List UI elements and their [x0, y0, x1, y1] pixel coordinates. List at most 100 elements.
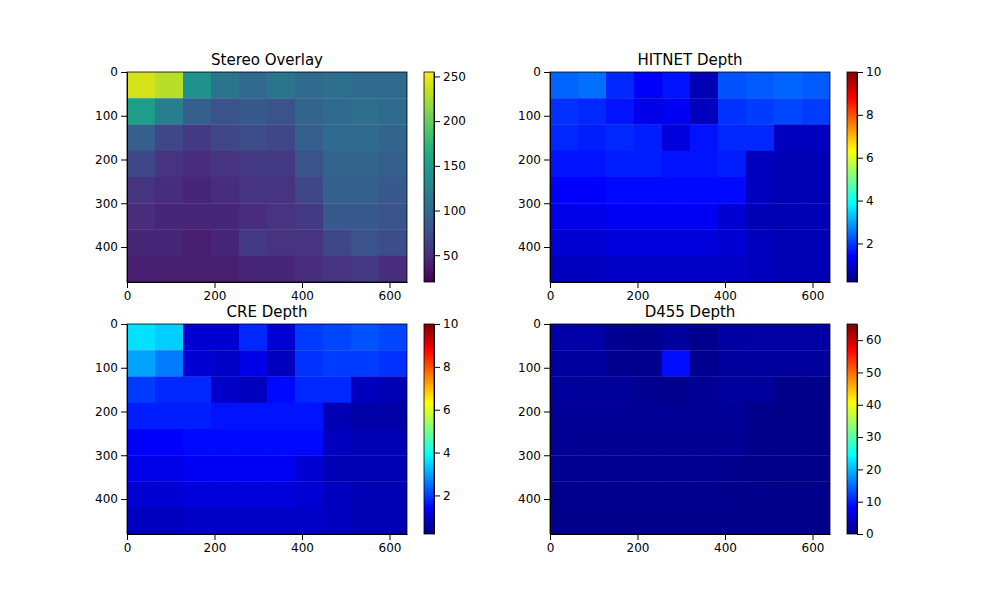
tick: 0 — [533, 317, 550, 331]
cell — [379, 230, 407, 257]
cell — [155, 72, 183, 99]
cell — [662, 455, 690, 482]
cell — [295, 177, 323, 204]
cell — [239, 72, 267, 99]
tick-mark — [215, 282, 216, 288]
cell — [323, 377, 351, 404]
cell — [746, 508, 774, 534]
cell — [802, 482, 830, 509]
tick-label: 400 — [291, 541, 314, 555]
y-axis: 0100200300400 — [95, 317, 127, 534]
tick-label: 200 — [95, 153, 118, 167]
cell — [690, 350, 718, 377]
cell — [239, 508, 267, 534]
cell — [323, 230, 351, 257]
tick: 40 — [857, 398, 881, 412]
cell — [211, 177, 239, 204]
cell — [718, 324, 746, 351]
tick: 400 — [518, 492, 550, 506]
cell — [774, 350, 802, 377]
cell — [578, 482, 606, 509]
cell — [550, 151, 578, 178]
cell — [550, 230, 578, 257]
cell — [774, 230, 802, 257]
cell — [550, 482, 578, 509]
tick-label: 100 — [518, 361, 541, 375]
tick-mark — [434, 211, 440, 212]
tick-mark — [544, 72, 550, 73]
cell — [606, 482, 634, 509]
cell — [634, 324, 662, 351]
cell — [211, 429, 239, 456]
tick-label: 200 — [627, 289, 650, 303]
cell — [802, 203, 830, 230]
cell — [634, 151, 662, 178]
y-axis: 0100200300400 — [518, 65, 550, 282]
y-axis: 0100200300400 — [518, 317, 550, 534]
tick-label: 6 — [443, 403, 451, 417]
tick: 100 — [95, 361, 127, 375]
tick-mark — [544, 499, 550, 500]
cell — [239, 98, 267, 125]
tick-label: 50 — [443, 249, 458, 263]
cell — [774, 377, 802, 404]
cell — [239, 377, 267, 404]
tick: 0 — [124, 534, 132, 555]
cell — [634, 403, 662, 430]
tick-mark — [857, 502, 863, 503]
tick: 6 — [434, 403, 451, 417]
cell — [774, 203, 802, 230]
cell — [295, 377, 323, 404]
tick-label: 300 — [518, 449, 541, 463]
cell — [267, 98, 295, 125]
tick: 200 — [627, 282, 650, 303]
cell — [606, 455, 634, 482]
cell — [578, 72, 606, 99]
tick: 4 — [434, 446, 451, 460]
tick: 200 — [627, 534, 650, 555]
cell — [351, 508, 379, 534]
tick-label: 600 — [802, 289, 825, 303]
panel: 02004006000100200300400HITNET Depth24681… — [518, 51, 881, 303]
frame — [550, 72, 830, 282]
cell — [746, 429, 774, 456]
cell — [239, 151, 267, 178]
cell — [802, 151, 830, 178]
cell — [718, 256, 746, 282]
cell — [155, 151, 183, 178]
cell — [606, 72, 634, 99]
cell — [211, 151, 239, 178]
tick: 600 — [802, 534, 825, 555]
cell — [578, 455, 606, 482]
cell — [578, 350, 606, 377]
cell — [802, 72, 830, 99]
cell — [155, 455, 183, 482]
cell — [267, 324, 295, 351]
cell — [267, 508, 295, 534]
cell — [379, 203, 407, 230]
cell — [267, 350, 295, 377]
cell — [351, 98, 379, 125]
tick-label: 600 — [802, 541, 825, 555]
tick-label: 300 — [95, 449, 118, 463]
cell — [155, 230, 183, 257]
cell — [183, 403, 211, 430]
frame — [127, 324, 407, 534]
cell — [634, 429, 662, 456]
cell — [155, 429, 183, 456]
cell — [127, 508, 155, 534]
tick-label: 0 — [110, 65, 118, 79]
cell — [183, 98, 211, 125]
cell — [379, 455, 407, 482]
cell — [239, 230, 267, 257]
cell — [746, 324, 774, 351]
cell — [606, 177, 634, 204]
cell — [351, 350, 379, 377]
cell — [127, 324, 155, 351]
tick-mark — [121, 203, 127, 204]
cell — [323, 403, 351, 430]
cell — [183, 256, 211, 282]
tick: 8 — [434, 360, 451, 374]
tick-label: 0 — [866, 527, 874, 541]
tick-label: 400 — [291, 289, 314, 303]
